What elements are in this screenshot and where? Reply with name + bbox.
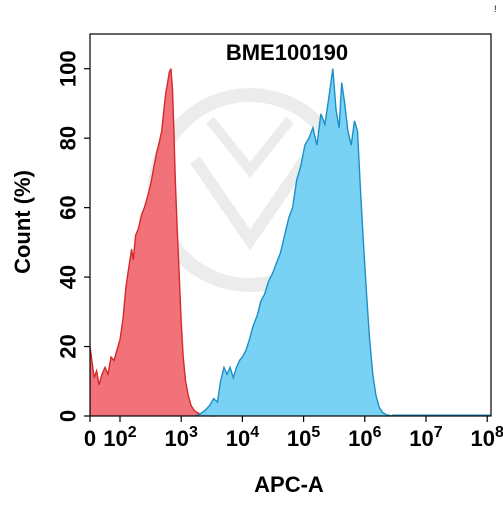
y-tick-label: 20: [56, 334, 81, 358]
x-tick-label: 106: [348, 424, 381, 451]
corner-mark: !: [494, 4, 497, 14]
y-tick-label: 40: [56, 265, 81, 289]
x-tick-label: 0: [84, 426, 96, 451]
x-tick-label: 108: [471, 424, 503, 451]
y-tick-label: 60: [56, 195, 81, 219]
series-layer: [89, 68, 491, 417]
series-2: [195, 68, 393, 417]
x-tick-label: 107: [409, 424, 442, 451]
y-tick-label: 0: [56, 410, 81, 422]
series-2-area: [195, 68, 393, 416]
series-1: [89, 68, 215, 417]
y-axis-title: Count (%): [10, 170, 35, 274]
plot-frame: [89, 33, 492, 417]
series-2-outline: [195, 68, 393, 417]
x-tick-label: 105: [287, 424, 320, 451]
x-tick-label: 102: [103, 424, 136, 451]
y-axis: 0 20 40 60 80 100: [56, 50, 90, 422]
x-tick-label: 104: [226, 424, 259, 451]
y-tick-label: 100: [56, 50, 81, 87]
x-axis: 0 102 103 104 105 106 107 108: [84, 416, 503, 451]
series-1-area: [90, 68, 215, 416]
chart-title: BME100190: [226, 40, 348, 65]
x-tick-label: 103: [165, 424, 198, 451]
series-1-outline: [89, 68, 215, 417]
y-tick-label: 80: [56, 126, 81, 150]
x-axis-title: APC-A: [254, 472, 324, 497]
